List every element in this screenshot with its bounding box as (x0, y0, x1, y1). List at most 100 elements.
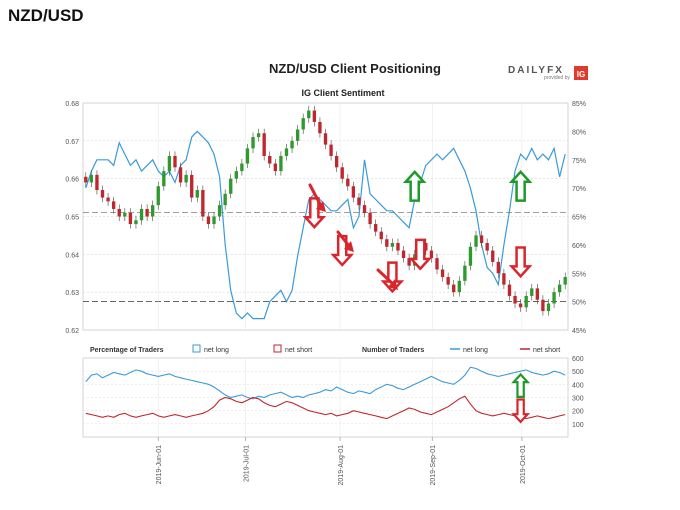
candle-body (307, 110, 311, 119)
candle-body (240, 163, 244, 172)
candle-body (223, 193, 227, 206)
left-tick-label: 0.63 (65, 290, 79, 297)
candle-body (273, 163, 277, 172)
candle-body (463, 265, 467, 281)
candle-body (323, 133, 328, 145)
candle-body (429, 250, 434, 259)
legend-pct-label: Percentage of Traders (90, 347, 164, 354)
logo-text: DAILYFX (508, 65, 564, 76)
right-axis: 45% 50% 55% 60% 65% 70% 75% 80% 85% (572, 101, 586, 335)
candle-body (491, 250, 495, 262)
candle-body (318, 121, 322, 134)
candle-body (117, 208, 121, 217)
candle-body (301, 118, 305, 130)
right-tick-label: 65% (572, 215, 586, 222)
legend-net-long-swatch (192, 344, 201, 353)
legend-net-long: net long (204, 347, 229, 354)
candle-body (284, 148, 289, 156)
candle-body (479, 235, 484, 243)
short-signal-arrow (380, 261, 405, 294)
lower-tick-label: 100 (572, 422, 584, 429)
legend-net-short-swatch (273, 344, 282, 353)
legend-num-short: net short (533, 347, 560, 354)
candle-body (206, 216, 211, 225)
candle-body (346, 178, 350, 187)
left-tick-label: 0.67 (65, 139, 79, 146)
candle-body (374, 224, 378, 232)
long-percent-path (85, 130, 566, 320)
dailyfx-logo: DAILYFX provided by IG (508, 65, 588, 81)
candle-body (535, 288, 540, 300)
candle-body (290, 140, 294, 149)
candle-body (156, 186, 160, 206)
legend-num-long: net long (463, 347, 488, 354)
candle-body (229, 178, 233, 194)
candle-body (351, 186, 356, 198)
ig-logo-text: IG (577, 70, 585, 79)
candle-body (279, 155, 283, 172)
candle-body (178, 167, 183, 183)
legend-net-short: net short (285, 347, 312, 354)
lower-series (85, 366, 566, 420)
candle-body (530, 288, 534, 296)
chart-subtitle: IG Client Sentiment (301, 88, 384, 98)
candle-body (379, 231, 383, 240)
candle-body (256, 133, 261, 138)
candle-body (195, 190, 199, 198)
candle-body (446, 277, 450, 285)
left-tick-label: 0.62 (65, 328, 79, 335)
candle-body (518, 303, 523, 308)
candle-body (340, 167, 344, 179)
candle-body (245, 148, 250, 164)
long-signal-arrow (508, 169, 533, 202)
lower-long-arrow (511, 372, 531, 398)
candle-body (524, 295, 528, 308)
trend-arrow-shaft (336, 230, 351, 248)
candle-body (502, 273, 506, 285)
lower-tick-label: 400 (572, 382, 584, 389)
candle-body (401, 250, 406, 259)
candle-body (362, 205, 367, 213)
candle-body (329, 144, 333, 156)
candle-body (190, 174, 194, 198)
candle-body (452, 284, 456, 293)
right-tick-label: 50% (572, 300, 586, 307)
candle-body (212, 216, 216, 225)
long-signal-arrow (402, 169, 427, 202)
candle-body (173, 155, 177, 168)
candle-body (390, 242, 395, 247)
x-tick-label: 2019-Jul-01 (243, 445, 250, 482)
x-tick-label: 2019-Aug-01 (338, 445, 345, 486)
lower-tick-label: 500 (572, 369, 584, 376)
candle-body (407, 258, 411, 266)
candles (84, 106, 567, 316)
left-tick-label: 0.68 (65, 101, 79, 108)
candle-body (541, 299, 545, 312)
candle-body (457, 280, 461, 293)
lower-tick-label: 600 (572, 356, 584, 363)
trend-arrow-shaft (376, 268, 395, 286)
candle-body (440, 269, 445, 278)
candle-body (145, 208, 149, 217)
lower-tick-label: 200 (572, 409, 584, 416)
page-title: NZD/USD (8, 6, 84, 25)
lower-short-arrow (511, 398, 531, 424)
candle-body (385, 239, 389, 247)
right-tick-label: 85% (572, 101, 586, 108)
candle-body (295, 129, 300, 141)
candle-body (435, 258, 439, 270)
sentiment-markers (302, 169, 533, 294)
candle-body (474, 235, 478, 247)
candle-body (95, 174, 99, 191)
right-tick-label: 70% (572, 186, 586, 193)
short-signal-arrow (508, 246, 533, 279)
candle-body (106, 197, 110, 202)
candle-body (217, 205, 222, 217)
left-axis: 0.62 0.63 0.64 0.65 0.66 0.67 0.68 (65, 101, 79, 335)
candle-body (123, 212, 127, 217)
candle-body (513, 295, 517, 304)
lower-grid (82, 357, 569, 438)
candle-body (368, 212, 372, 225)
right-tick-label: 60% (572, 243, 586, 250)
right-tick-label: 75% (572, 158, 586, 165)
